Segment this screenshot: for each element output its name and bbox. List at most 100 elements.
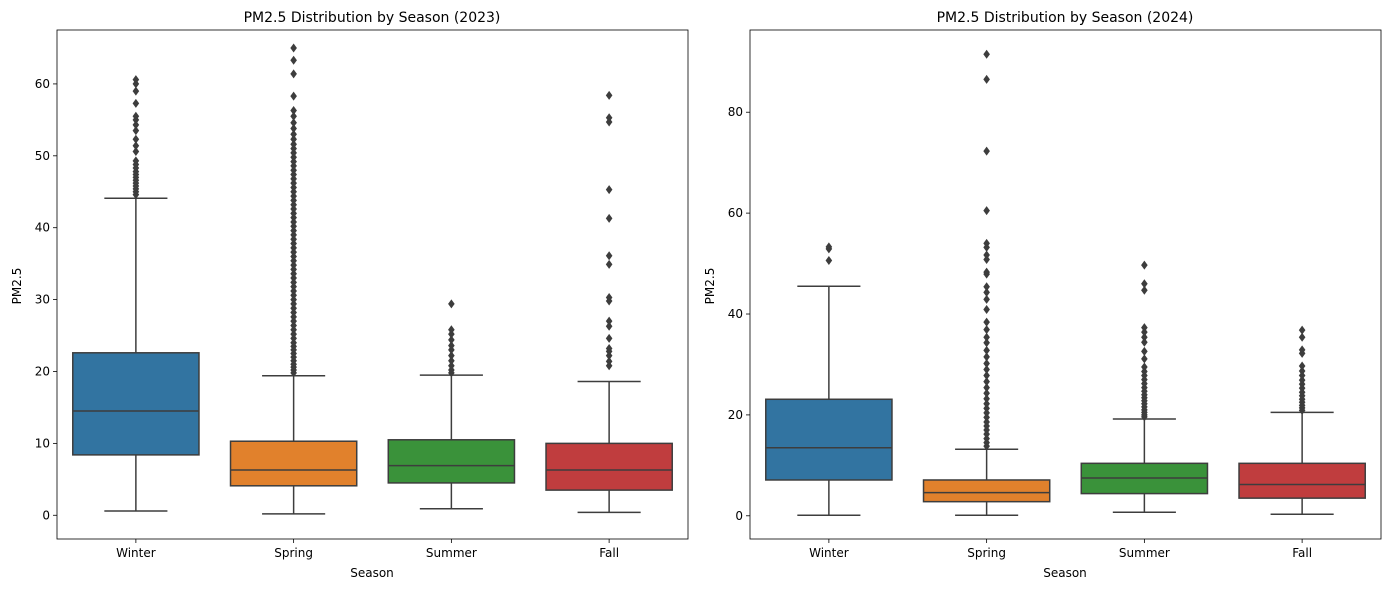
outlier-point	[290, 123, 297, 133]
box-fall	[545, 90, 673, 514]
box-fall	[1238, 325, 1366, 516]
box-winter	[765, 242, 893, 517]
x-tick-label: Summer	[1119, 546, 1170, 560]
y-tick-label: 10	[35, 436, 50, 450]
outlier-point	[1298, 325, 1306, 335]
y-tick-label: 0	[735, 509, 743, 523]
outlier-point	[983, 394, 990, 404]
outlier-point	[1141, 323, 1148, 333]
outlier-point	[983, 206, 990, 216]
outlier-point	[132, 126, 140, 136]
outlier-point	[605, 356, 613, 366]
outlier-point	[1298, 366, 1306, 376]
chart-2024: PM2.5 Distribution by Season (2024) 0 20 4…	[703, 10, 1382, 580]
outlier-point	[1141, 327, 1148, 337]
box-spring	[922, 49, 1051, 517]
outlier-point	[1298, 361, 1306, 371]
outlier-point	[605, 251, 613, 261]
x-tick-label: Fall	[1292, 546, 1312, 560]
outlier-point	[448, 299, 455, 309]
outlier-point	[290, 118, 297, 128]
y-tick-label: 40	[728, 307, 743, 321]
y-tick-label: 80	[728, 105, 743, 119]
outlier-point	[448, 335, 455, 345]
outlier-point	[983, 412, 990, 422]
y-tick-label: 50	[35, 149, 50, 163]
iqr-box	[545, 442, 673, 491]
outlier-point	[983, 332, 990, 342]
outlier-point	[1141, 260, 1148, 270]
y-tick-label: 30	[35, 293, 50, 307]
outlier-point	[1298, 375, 1306, 385]
outlier-point	[983, 146, 990, 156]
outlier-point	[1298, 345, 1306, 355]
outlier-point	[132, 146, 140, 156]
iqr-box	[229, 440, 358, 487]
outlier-point	[605, 259, 613, 269]
outlier-point	[983, 317, 990, 327]
chart-title: PM2.5 Distribution by Season (2024)	[937, 10, 1194, 26]
outlier-point	[983, 399, 990, 409]
outlier-point	[983, 338, 990, 348]
plot-area: 0 20 40 60 80 Winter Spring Summer Fall	[728, 29, 1382, 560]
outlier-point	[1141, 285, 1148, 295]
iqr-box	[1238, 462, 1366, 499]
outlier-point	[132, 98, 140, 108]
x-tick-label: Winter	[809, 546, 849, 560]
iqr-box	[387, 439, 516, 484]
box-winter	[72, 75, 200, 512]
y-tick-label: 0	[42, 508, 50, 522]
outlier-point	[1141, 367, 1148, 377]
outlier-point	[983, 417, 990, 427]
outlier-point	[983, 403, 990, 413]
box-summer	[1080, 260, 1209, 514]
outlier-point	[1141, 332, 1148, 342]
iqr-box	[922, 479, 1051, 503]
outlier-point	[605, 343, 613, 353]
outlier-point	[132, 120, 140, 130]
outlier-point	[448, 361, 455, 371]
outlier-point	[132, 86, 140, 96]
outlier-point	[983, 383, 990, 393]
outlier-point	[983, 282, 990, 292]
y-axis-label: PM2.5	[703, 268, 717, 305]
x-tick-label: Winter	[116, 546, 156, 560]
outlier-point	[983, 74, 990, 84]
outlier-point	[132, 75, 140, 85]
y-tick-label: 20	[728, 408, 743, 422]
outlier-point	[1141, 279, 1148, 289]
x-tick-label: Spring	[967, 546, 1006, 560]
outlier-point	[290, 139, 297, 149]
outlier-point	[448, 356, 455, 366]
box-summer	[387, 299, 516, 510]
outlier-point	[1141, 354, 1148, 364]
outlier-point	[132, 111, 140, 121]
outlier-point	[983, 388, 990, 398]
outlier-point	[605, 316, 613, 326]
outlier-point	[132, 134, 140, 144]
outlier-point	[290, 129, 297, 139]
outlier-point	[290, 43, 297, 53]
outlier-point	[1298, 332, 1306, 342]
axes-frame	[56, 29, 689, 540]
outlier-point	[983, 250, 990, 260]
x-tick-label: Spring	[274, 546, 313, 560]
outlier-point	[983, 267, 990, 277]
outlier-point	[983, 345, 990, 355]
outlier-point	[983, 365, 990, 375]
outlier-point	[983, 358, 990, 368]
outlier-point	[983, 255, 990, 265]
outlier-point	[1141, 337, 1148, 347]
x-axis-label: Season	[1043, 566, 1087, 580]
axes-frame	[749, 29, 1382, 540]
outlier-point	[290, 106, 297, 116]
outlier-point	[605, 185, 613, 195]
outlier-point	[983, 49, 990, 59]
outlier-point	[605, 292, 613, 302]
x-tick-label: Summer	[426, 546, 477, 560]
iqr-box	[765, 398, 893, 481]
outlier-point	[1298, 371, 1306, 381]
outlier-point	[605, 213, 613, 223]
y-tick-label: 60	[728, 206, 743, 220]
